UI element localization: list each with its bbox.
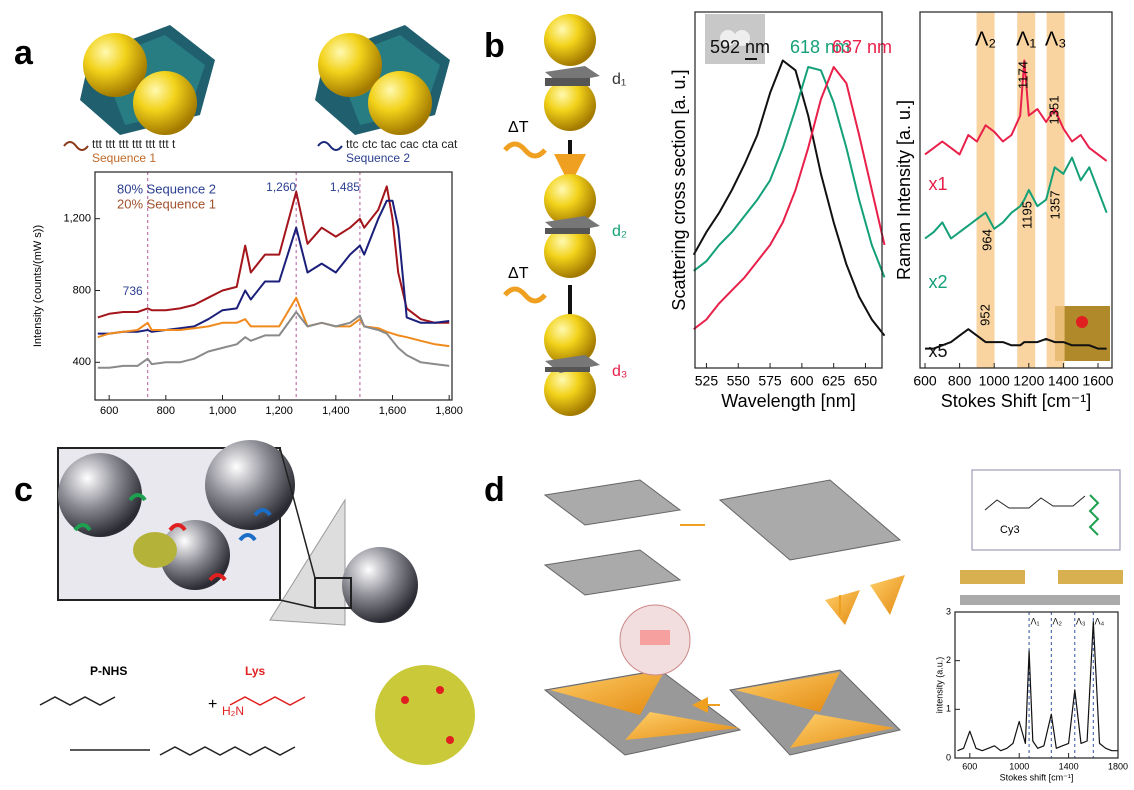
strand-label: Sequence 2 <box>346 151 410 165</box>
heat-label: ΔT <box>508 119 529 136</box>
y-tick-label: 2 <box>946 655 951 665</box>
x-tick-label: 1400 <box>1048 373 1079 389</box>
strand-text: ttc ctc tac cac cta cat <box>346 137 458 151</box>
panel-letter: a <box>14 34 34 72</box>
dye-label: Cy3 <box>1000 524 1020 536</box>
x-tick-label: 1000 <box>979 373 1010 389</box>
x-tick-label: 1,400 <box>322 405 350 417</box>
legend-text: 80% Sequence 2 <box>117 181 216 196</box>
x-tick-label: 1,200 <box>265 405 293 417</box>
series-line <box>98 298 449 346</box>
x-axis-label: Stokes Shift [cm⁻¹] <box>941 391 1092 411</box>
x-tick-label: 575 <box>758 373 782 389</box>
y-tick-label: 3 <box>946 606 951 616</box>
y-axis-label: Scattering cross section [a. u.] <box>669 69 689 310</box>
sphere-illustration <box>40 440 475 765</box>
marker-label: Λ₃ <box>1076 616 1086 626</box>
x-tick-label: 1,000 <box>209 405 237 417</box>
gap-label: d₃ <box>612 363 627 380</box>
x-tick-label: 600 <box>100 405 118 417</box>
x-axis-label: Stokes shift [cm⁻¹] <box>1000 772 1074 782</box>
series-line <box>98 312 449 368</box>
series-line <box>925 158 1107 239</box>
y-axis-label: Intensity (counts/(mW s)) <box>32 225 44 347</box>
panel-letter: d <box>484 471 505 509</box>
band-label: Λ₂ <box>975 28 996 50</box>
x-tick-label: 1,800 <box>435 405 463 417</box>
heat-label: ΔT <box>508 265 529 282</box>
series-line <box>694 61 885 336</box>
peak-label: 952 <box>977 304 992 326</box>
series-line <box>958 622 1119 751</box>
peak-label: 1351 <box>1046 96 1061 125</box>
legend-text: 20% Sequence 1 <box>117 196 216 211</box>
marker-label: 1,485 <box>330 180 360 194</box>
reagent-label: P-NHS <box>90 664 127 678</box>
marker-label: Λ₂ <box>1053 616 1063 626</box>
y-axis-label: Raman Intensity [a. u.] <box>894 100 914 280</box>
strand-label: Sequence 1 <box>92 151 156 165</box>
marker-label: 1,260 <box>266 180 296 194</box>
x-tick-label: 1200 <box>1013 373 1044 389</box>
series-label: x1 <box>928 174 947 194</box>
y-tick-label: 400 <box>73 356 91 368</box>
x-tick-label: 550 <box>727 373 751 389</box>
x-tick-label: 1400 <box>1059 761 1079 771</box>
strand-text: ttt ttt ttt ttt ttt ttt t <box>92 137 176 151</box>
series-label: x2 <box>928 272 947 292</box>
amine-label: H₂N <box>222 704 244 718</box>
gap-label: d₁ <box>612 71 626 88</box>
reagent-label: Lys <box>245 664 266 678</box>
y-axis-label: intensity (a.u.) <box>934 657 944 714</box>
x-tick-label: 600 <box>790 373 814 389</box>
marker-label: Λ₁ <box>1031 616 1040 626</box>
panel-letter: c <box>14 471 33 509</box>
x-axis-label: Wavelength [nm] <box>721 391 855 411</box>
x-tick-label: 800 <box>157 405 175 417</box>
x-tick-label: 1600 <box>1082 373 1113 389</box>
figure: a b c d ttt ttt ttt ttt ttt ttt t Sequen… <box>0 0 1134 790</box>
y-tick-label: 1,200 <box>63 213 91 225</box>
y-tick-label: 0 <box>946 752 951 762</box>
x-tick-label: 525 <box>695 373 719 389</box>
peak-label: 964 <box>979 229 994 251</box>
peak-label: 1174 <box>1016 61 1031 89</box>
x-tick-label: 625 <box>822 373 846 389</box>
peak-label: 1195 <box>1019 201 1034 229</box>
plus-sign: + <box>208 696 217 713</box>
origami-illustration <box>64 25 450 150</box>
series-line <box>98 201 449 334</box>
series-line <box>694 67 885 277</box>
x-tick-label: 1,600 <box>379 405 407 417</box>
x-tick-label: 800 <box>948 373 972 389</box>
x-tick-label: 1800 <box>1108 761 1128 771</box>
panel-letter: b <box>484 27 505 65</box>
x-tick-label: 1000 <box>1009 761 1029 771</box>
marker-label: 736 <box>123 284 143 298</box>
x-tick-label: 650 <box>854 373 878 389</box>
gap-label: d₂ <box>612 223 627 240</box>
y-tick-label: 800 <box>73 284 91 296</box>
dimer-illustration <box>505 14 600 416</box>
series-label: 592 nm <box>710 37 770 57</box>
y-tick-label: 1 <box>946 704 951 714</box>
x-tick-label: 600 <box>962 761 977 771</box>
series-label: x5 <box>928 341 947 361</box>
band-label: Λ₃ <box>1045 28 1067 50</box>
marker-label: Λ₄ <box>1094 616 1104 626</box>
band-label: Λ₁ <box>1016 28 1036 50</box>
x-tick-label: 600 <box>913 373 937 389</box>
peak-label: 1357 <box>1047 191 1062 220</box>
series-label: 637 nm <box>832 37 892 57</box>
